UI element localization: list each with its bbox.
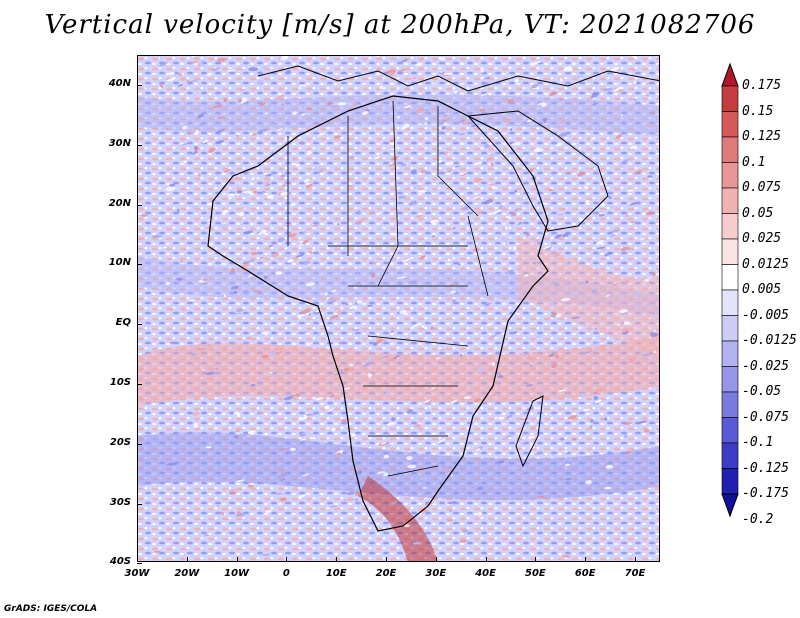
colorbar — [721, 62, 739, 518]
lat-label-20n: 20N — [108, 197, 131, 209]
colorbar-segment — [721, 162, 739, 189]
lon-tick — [336, 557, 338, 562]
lat-label-10s: 10S — [109, 377, 131, 388]
colorbar-segment — [721, 417, 739, 444]
lat-tick — [137, 204, 142, 206]
lat-tick — [137, 384, 142, 385]
colorbar-segment — [721, 213, 739, 240]
lon-label-20w: 20W — [174, 568, 200, 579]
colorbar-segment — [721, 315, 739, 342]
lon-tick — [137, 557, 138, 562]
colorbar-label: 0.15 — [742, 103, 774, 119]
colorbar-label: -0.1 — [742, 435, 774, 450]
colorbar-label: 0.125 — [742, 129, 782, 144]
velocity-field-map — [138, 56, 659, 561]
colorbar-segment — [721, 136, 739, 163]
lon-label-10e: 10E — [325, 568, 347, 579]
colorbar-label: -0.2 — [742, 511, 774, 527]
lon-label-30w: 30W — [124, 568, 150, 579]
lon-label-50e: 50E — [525, 568, 546, 579]
chart-title: Vertical velocity [m/s] at 200hPa, VT: 2… — [44, 10, 756, 40]
lat-label-30n: 30N — [108, 137, 131, 149]
colorbar-segment — [721, 340, 739, 367]
colorbar-segment — [721, 111, 739, 138]
lon-label-40e: 40E — [475, 568, 496, 579]
lat-label-10n: 10N — [108, 257, 131, 269]
lon-label-30e: 30E — [425, 568, 447, 579]
colorbar-segment — [721, 187, 739, 214]
lon-label-70e: 70E — [624, 568, 646, 579]
lon-label-20e: 20E — [375, 568, 397, 579]
colorbar-segment — [721, 238, 739, 265]
lat-tick — [137, 85, 142, 86]
lon-tick — [535, 557, 537, 562]
colorbar-segment — [721, 264, 739, 291]
lon-tick — [435, 557, 437, 562]
colorbar-segment — [721, 85, 739, 112]
colorbar-label: -0.075 — [742, 409, 789, 425]
lon-label-60e: 60E — [574, 568, 596, 579]
lon-tick — [186, 557, 188, 562]
lon-tick — [286, 557, 288, 562]
colorbar-label: 0.025 — [742, 231, 782, 246]
lon-tick — [386, 557, 387, 562]
colorbar-segment — [721, 289, 739, 316]
colorbar-label: 0.1 — [742, 154, 766, 170]
colorbar-label: -0.05 — [742, 384, 782, 399]
lat-tick — [137, 264, 142, 266]
lon-label-0: 0 — [282, 568, 290, 579]
lat-label-30s: 30S — [109, 496, 131, 508]
colorbar-label: -0.005 — [742, 307, 789, 323]
lat-label-40s: 40S — [109, 556, 131, 568]
colorbar-label: 0.175 — [742, 78, 782, 93]
map-plot-area — [137, 55, 660, 562]
grads-credit: GrADS: IGES/COLA — [4, 604, 98, 614]
lat-tick — [137, 503, 142, 505]
colorbar-label: -0.025 — [742, 358, 789, 374]
colorbar-label: 0.0125 — [742, 256, 789, 272]
lon-tick — [485, 557, 487, 562]
lat-tick — [137, 443, 142, 445]
lat-label-20s: 20S — [109, 436, 131, 448]
lat-label-eq: EQ — [115, 317, 131, 329]
colorbar-top-arrow — [721, 62, 739, 87]
lat-tick — [137, 324, 142, 326]
lon-label-10w: 10W — [224, 568, 250, 579]
colorbar-bottom-arrow — [721, 493, 739, 518]
colorbar-label: 0.05 — [742, 205, 774, 221]
colorbar-label: -0.125 — [742, 460, 789, 476]
lat-tick — [137, 144, 142, 146]
colorbar-label: 0.075 — [742, 180, 782, 195]
colorbar-segment — [721, 391, 739, 418]
lon-tick — [635, 557, 636, 562]
colorbar-label: -0.0125 — [742, 333, 797, 348]
colorbar-segment — [721, 366, 739, 393]
colorbar-label: -0.175 — [742, 486, 789, 501]
colorbar-segment — [721, 442, 739, 469]
lon-tick — [236, 557, 238, 562]
colorbar-label: 0.005 — [742, 282, 782, 297]
lon-tick — [585, 557, 587, 562]
lat-label-40n: 40N — [108, 78, 131, 89]
lat-tick — [137, 563, 142, 565]
colorbar-segment — [721, 468, 739, 495]
